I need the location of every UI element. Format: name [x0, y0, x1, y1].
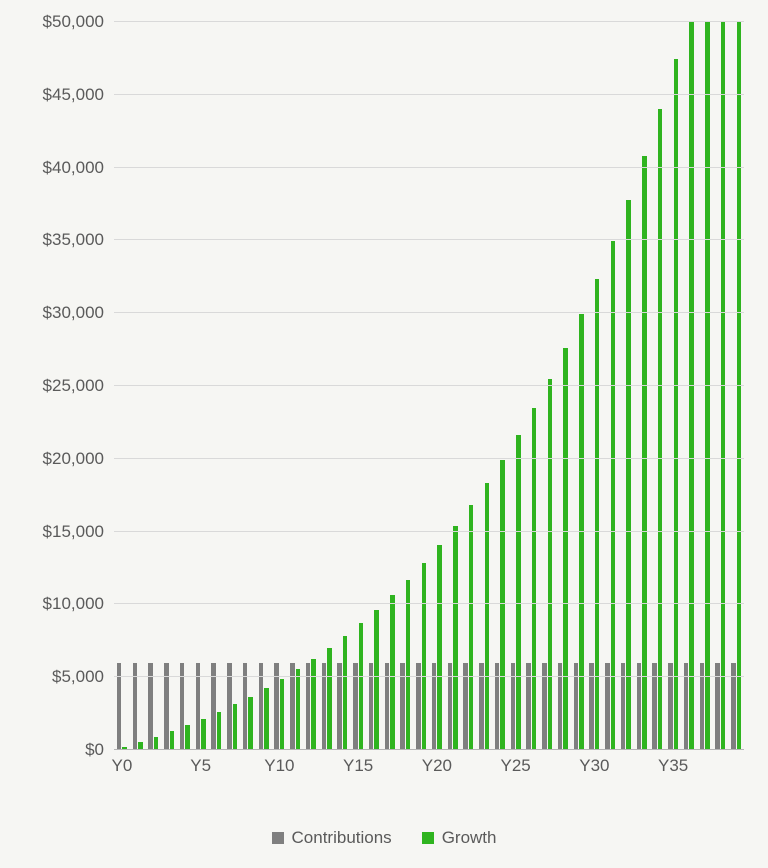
- legend-swatch-growth: [422, 832, 434, 844]
- bar-growth: [516, 435, 520, 751]
- y-tick-label: $15,000: [43, 522, 114, 542]
- y-tick-label: $40,000: [43, 158, 114, 178]
- legend-swatch-contributions: [272, 832, 284, 844]
- x-tick-label: Y20: [422, 756, 452, 776]
- y-tick-label: $20,000: [43, 449, 114, 469]
- bar-growth: [705, 22, 709, 750]
- legend: Contributions Growth: [0, 828, 768, 848]
- y-tick-label: $50,000: [43, 12, 114, 32]
- bar-growth: [374, 610, 378, 750]
- grid-line: $50,000: [114, 21, 744, 22]
- bar-growth: [406, 580, 410, 750]
- bar-growth: [248, 697, 252, 750]
- bar-growth: [217, 712, 221, 750]
- grid-line: $25,000: [114, 385, 744, 386]
- bar-growth: [343, 636, 347, 750]
- grid-line: $15,000: [114, 531, 744, 532]
- bar-growth: [280, 679, 284, 750]
- bar-growth: [296, 669, 300, 750]
- bars-layer: [114, 22, 744, 750]
- x-tick-label: Y30: [579, 756, 609, 776]
- grid-line: $5,000: [114, 676, 744, 677]
- x-tick-label: Y10: [264, 756, 294, 776]
- bar-growth: [500, 460, 504, 750]
- grid-line: $30,000: [114, 312, 744, 313]
- y-tick-label: $5,000: [52, 667, 114, 687]
- bar-growth: [453, 526, 457, 750]
- bar-growth: [327, 648, 331, 750]
- bar-growth: [185, 725, 189, 750]
- grid-line: $35,000: [114, 239, 744, 240]
- legend-label-contributions: Contributions: [292, 828, 392, 848]
- bar-growth: [689, 22, 693, 750]
- bar-growth: [579, 314, 583, 750]
- bar-growth: [674, 59, 678, 750]
- y-tick-label: $0: [85, 740, 114, 760]
- x-axis: Y0 Y5 Y10 Y15 Y20 Y25 Y30 Y35: [114, 750, 744, 780]
- x-tick-label: Y0: [111, 756, 132, 776]
- legend-item-growth: Growth: [422, 828, 497, 848]
- bar-growth: [737, 22, 741, 750]
- x-tick-label: Y5: [190, 756, 211, 776]
- bar-growth: [311, 659, 315, 750]
- x-tick-label: Y35: [658, 756, 688, 776]
- bar-growth: [422, 563, 426, 750]
- bar-growth: [721, 22, 725, 750]
- bar-growth: [626, 200, 630, 750]
- bar-growth: [658, 109, 662, 750]
- plot-area: $0$5,000$10,000$15,000$20,000$25,000$30,…: [114, 22, 744, 750]
- y-tick-label: $45,000: [43, 85, 114, 105]
- bar-growth: [201, 719, 205, 750]
- legend-item-contributions: Contributions: [272, 828, 392, 848]
- bar-growth: [563, 348, 567, 750]
- x-tick-label: Y25: [501, 756, 531, 776]
- grid-line: $40,000: [114, 167, 744, 168]
- chart-container: $0 $5,000 $10,000 $15,000 $20,000 $25,000 $30,…: [0, 0, 768, 868]
- bar-growth: [359, 623, 363, 750]
- grid-line: $45,000: [114, 94, 744, 95]
- y-tick-label: $30,000: [43, 303, 114, 323]
- bar-growth: [595, 279, 599, 750]
- bar-growth: [469, 505, 473, 750]
- legend-label-growth: Growth: [442, 828, 497, 848]
- bar-growth: [485, 483, 489, 750]
- y-tick-label: $10,000: [43, 594, 114, 614]
- bar-growth: [264, 688, 268, 750]
- bar-growth: [390, 595, 394, 750]
- x-tick-label: Y15: [343, 756, 373, 776]
- grid-line: $10,000: [114, 603, 744, 604]
- bar-growth: [611, 241, 615, 750]
- bar-growth: [642, 156, 646, 750]
- grid-line: $20,000: [114, 458, 744, 459]
- bar-growth: [437, 545, 441, 750]
- bar-growth: [170, 731, 174, 750]
- bar-growth: [233, 704, 237, 750]
- y-tick-label: $25,000: [43, 376, 114, 396]
- bar-growth: [532, 408, 536, 750]
- bar-growth: [548, 379, 552, 750]
- y-tick-label: $35,000: [43, 230, 114, 250]
